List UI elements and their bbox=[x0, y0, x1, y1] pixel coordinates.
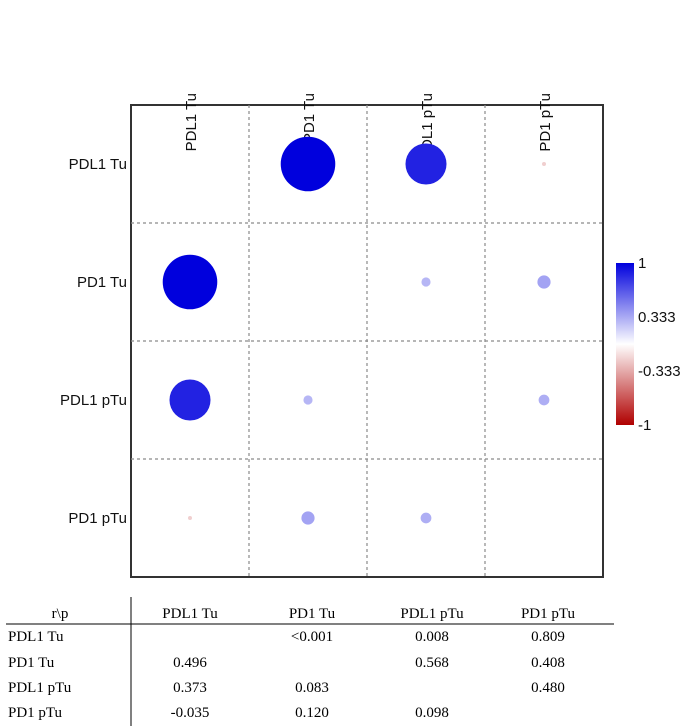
table-cell: 0.373 bbox=[173, 680, 207, 696]
corr-circle-0-2 bbox=[405, 143, 447, 185]
column-label: PD1 pTu bbox=[537, 93, 554, 152]
table-header-cell: PDL1 pTu bbox=[400, 606, 464, 622]
table-cell: -0.035 bbox=[171, 705, 210, 721]
table-row-label: PDL1 Tu bbox=[8, 629, 64, 645]
row-label: PD1 Tu bbox=[77, 274, 127, 291]
corr-circle-2-1 bbox=[303, 395, 313, 405]
table-cell: 0.496 bbox=[173, 655, 207, 671]
colorbar-gradient bbox=[616, 263, 634, 425]
colorbar-tick-label: 0.333 bbox=[638, 309, 676, 326]
table-header-cell: PD1 pTu bbox=[521, 606, 576, 622]
column-label: PDL1 Tu bbox=[183, 93, 200, 151]
corr-circle-2-0 bbox=[169, 379, 211, 421]
table-cell: 0.809 bbox=[531, 629, 565, 645]
table-cell: 0.120 bbox=[295, 705, 329, 721]
row-label: PDL1 Tu bbox=[69, 156, 127, 173]
table-row-label: PD1 pTu bbox=[8, 705, 63, 721]
corr-circle-0-1 bbox=[280, 136, 336, 192]
table-cell: 0.480 bbox=[531, 680, 565, 696]
corr-circle-2-3 bbox=[538, 394, 550, 406]
row-label: PDL1 pTu bbox=[60, 392, 127, 409]
table-cell: 0.408 bbox=[531, 655, 565, 671]
corr-circle-3-1 bbox=[301, 511, 315, 525]
table-header-cell: PD1 Tu bbox=[289, 606, 336, 622]
corr-circle-1-0 bbox=[162, 254, 218, 310]
column-label: PDL1 pTu bbox=[419, 93, 436, 160]
table-cell: 0.098 bbox=[415, 705, 449, 721]
table-cell: 0.008 bbox=[415, 629, 449, 645]
colorbar-tick-label: -1 bbox=[638, 417, 651, 434]
table-cell: 0.568 bbox=[415, 655, 449, 671]
table-cell: <0.001 bbox=[291, 629, 333, 645]
corr-circle-3-0 bbox=[188, 516, 192, 520]
correlation-table: r\p PDL1 Tu PD1 Tu PDL1 pTu PD1 pTu PDL1 Tu <0… bbox=[6, 597, 614, 726]
corr-circle-3-2 bbox=[420, 512, 432, 524]
table-row-label: PD1 Tu bbox=[8, 655, 55, 671]
corr-circle-0-3 bbox=[542, 162, 546, 166]
colorbar-tick-label: 1 bbox=[638, 255, 646, 272]
correlation-plot: PDL1 Tu PDL1 Tu PD1 Tu PD1 Tu PDL1 pTu PDL1 p… bbox=[60, 93, 604, 578]
table-corner-label: r\p bbox=[52, 606, 69, 622]
column-label: PD1 Tu bbox=[301, 93, 318, 143]
row-label: PD1 pTu bbox=[68, 510, 127, 527]
corr-circle-1-3 bbox=[537, 275, 551, 289]
table-header-cell: PDL1 Tu bbox=[162, 606, 218, 622]
corr-circle-1-2 bbox=[421, 277, 431, 287]
table-row-label: PDL1 pTu bbox=[8, 680, 72, 696]
colorbar: 1 0.333 -0.333 -1 bbox=[616, 255, 681, 434]
colorbar-tick-label: -0.333 bbox=[638, 363, 681, 380]
table-cell: 0.083 bbox=[295, 680, 329, 696]
